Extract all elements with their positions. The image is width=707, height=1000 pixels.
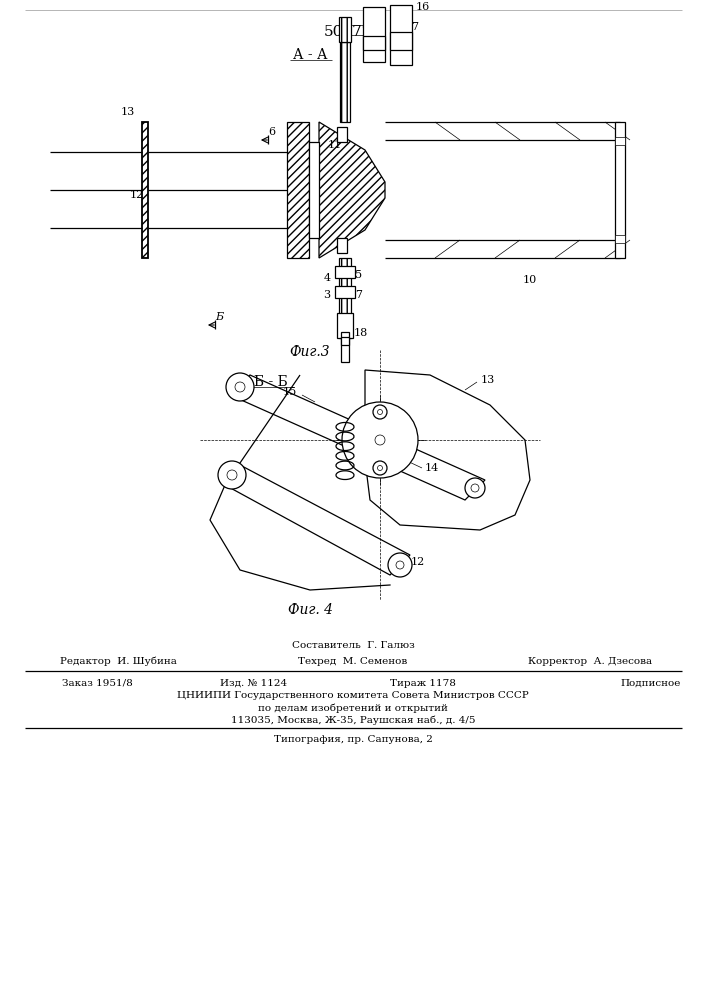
Text: 502724: 502724 bbox=[324, 25, 382, 39]
Text: Составитель  Г. Галюз: Составитель Г. Галюз bbox=[291, 641, 414, 650]
Circle shape bbox=[218, 461, 246, 489]
Bar bbox=[335, 266, 355, 278]
Bar bbox=[390, 5, 412, 65]
Text: 113035, Москва, Ж-35, Раушская наб., д. 4/5: 113035, Москва, Ж-35, Раушская наб., д. … bbox=[230, 715, 475, 725]
Circle shape bbox=[227, 470, 237, 480]
Circle shape bbox=[235, 382, 245, 392]
Bar bbox=[309, 142, 319, 238]
Text: А - А: А - А bbox=[293, 48, 327, 62]
Bar bbox=[340, 42, 350, 122]
Circle shape bbox=[471, 484, 479, 492]
Circle shape bbox=[396, 561, 404, 569]
Text: Подписное: Подписное bbox=[620, 678, 680, 688]
Text: Фиг.3: Фиг.3 bbox=[290, 345, 330, 359]
Text: 17: 17 bbox=[406, 22, 420, 32]
Bar bbox=[337, 127, 347, 142]
Bar bbox=[341, 332, 349, 362]
Text: 14: 14 bbox=[425, 463, 439, 473]
Circle shape bbox=[388, 553, 412, 577]
Bar bbox=[363, 36, 385, 50]
Bar bbox=[142, 122, 148, 258]
Text: 16: 16 bbox=[416, 2, 430, 12]
Text: 5: 5 bbox=[356, 270, 363, 280]
Text: 7: 7 bbox=[356, 290, 363, 300]
Text: 13: 13 bbox=[121, 107, 135, 117]
Bar bbox=[287, 122, 309, 258]
Bar bbox=[337, 238, 347, 253]
Circle shape bbox=[465, 478, 485, 498]
Text: 13: 13 bbox=[481, 375, 495, 385]
Circle shape bbox=[226, 373, 254, 401]
Bar bbox=[339, 17, 351, 42]
Text: Фиг. 4: Фиг. 4 bbox=[288, 603, 332, 617]
Text: 18: 18 bbox=[354, 328, 368, 338]
Bar bbox=[337, 313, 353, 338]
Text: 6: 6 bbox=[269, 127, 276, 137]
Bar bbox=[615, 137, 625, 145]
Text: Б - Б: Б - Б bbox=[254, 375, 288, 389]
Bar bbox=[615, 122, 625, 258]
Polygon shape bbox=[319, 122, 385, 258]
Text: Б: Б bbox=[215, 312, 223, 322]
Text: 11: 11 bbox=[328, 140, 342, 150]
Text: по делам изобретений и открытий: по делам изобретений и открытий bbox=[258, 703, 448, 713]
Circle shape bbox=[378, 410, 382, 414]
Text: 15: 15 bbox=[283, 387, 297, 397]
Bar bbox=[142, 122, 148, 258]
Text: Заказ 1951/8: Заказ 1951/8 bbox=[62, 678, 133, 688]
Bar bbox=[335, 286, 355, 298]
Circle shape bbox=[375, 435, 385, 445]
Text: 10: 10 bbox=[523, 275, 537, 285]
Bar bbox=[341, 337, 349, 345]
Text: Изд. № 1124: Изд. № 1124 bbox=[220, 678, 287, 688]
Text: ЦНИИПИ Государственного комитета Совета Министров СССР: ЦНИИПИ Государственного комитета Совета … bbox=[177, 692, 529, 700]
Text: Корректор  А. Дзесова: Корректор А. Дзесова bbox=[528, 656, 652, 666]
Text: Редактор  И. Шубина: Редактор И. Шубина bbox=[59, 656, 177, 666]
Text: 12: 12 bbox=[130, 190, 144, 200]
Text: 3: 3 bbox=[323, 290, 331, 300]
Text: 4: 4 bbox=[323, 273, 331, 283]
Circle shape bbox=[373, 405, 387, 419]
Circle shape bbox=[373, 461, 387, 475]
Bar bbox=[615, 235, 625, 243]
Text: Тираж 1178: Тираж 1178 bbox=[390, 678, 456, 688]
Text: 12: 12 bbox=[411, 557, 425, 567]
Text: Техред  М. Семенов: Техред М. Семенов bbox=[298, 656, 408, 666]
Text: Типография, пр. Сапунова, 2: Типография, пр. Сапунова, 2 bbox=[274, 736, 433, 744]
Bar bbox=[390, 32, 412, 50]
Bar bbox=[339, 258, 351, 338]
Circle shape bbox=[342, 402, 418, 478]
Circle shape bbox=[378, 466, 382, 471]
Bar bbox=[363, 7, 385, 62]
